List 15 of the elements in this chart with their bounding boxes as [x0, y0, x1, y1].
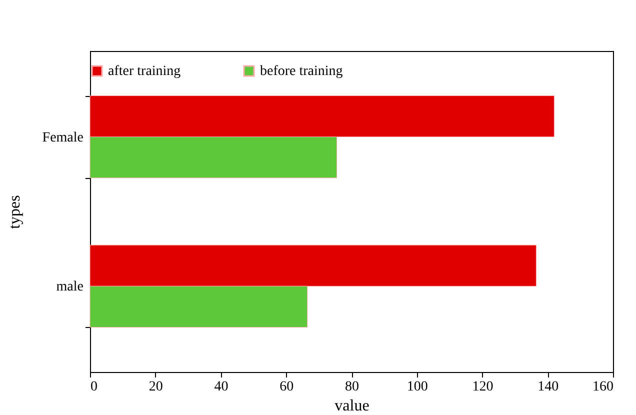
x-tick-label: 40 — [214, 380, 228, 394]
x-tick-label: 60 — [280, 380, 294, 394]
legend-label: before training — [260, 64, 343, 79]
legend-label: after training — [108, 64, 181, 79]
x-tick-label: 20 — [148, 380, 163, 394]
y-tick-label: Female — [42, 130, 84, 146]
y-axis-title: types — [6, 195, 24, 229]
x-tick-label: 140 — [538, 380, 559, 394]
x-tick-label: 160 — [592, 380, 614, 394]
x-tick-label: 80 — [345, 380, 359, 394]
x-tick-label: 120 — [472, 380, 494, 394]
x-tick-label: 0 — [90, 380, 98, 394]
x-axis-title: value — [334, 398, 370, 414]
x-tick-label: 100 — [406, 380, 428, 394]
y-tick-label: male — [56, 280, 84, 295]
